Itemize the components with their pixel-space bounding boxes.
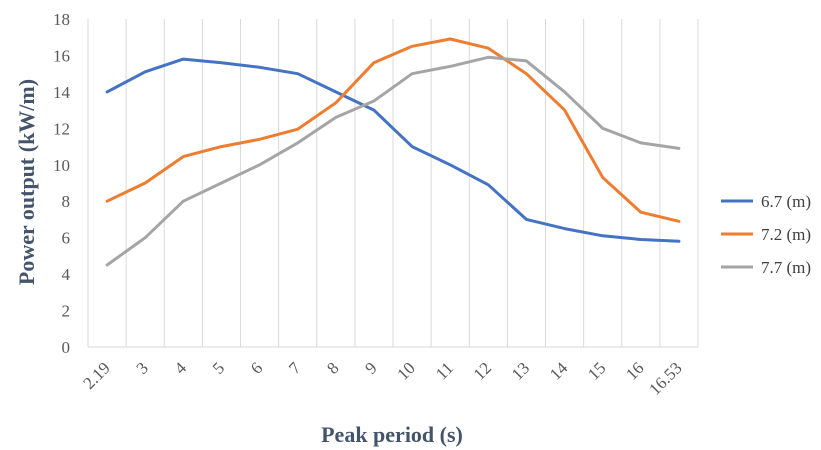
- y-tick-label: 18: [53, 10, 70, 29]
- y-tick-label: 4: [62, 265, 71, 284]
- x-tick-label: 11: [432, 358, 457, 383]
- x-tick-label: 9: [361, 358, 380, 377]
- x-tick-label: 16.53: [645, 358, 685, 398]
- legend-label: 7.7 (m): [761, 258, 811, 277]
- y-tick-label: 16: [53, 46, 70, 65]
- legend-label: 6.7 (m): [761, 192, 811, 211]
- x-tick-label: 15: [584, 358, 609, 383]
- y-tick-labels: 0 2 4 6 8 10 12 14 16 18: [53, 10, 71, 357]
- y-tick-label: 6: [62, 229, 71, 248]
- x-tick-label: 7: [285, 358, 305, 378]
- x-tick-label: 5: [209, 358, 228, 377]
- legend: 6.7 (m) 7.2 (m) 7.7 (m): [721, 192, 811, 277]
- x-tick-label: 8: [323, 358, 342, 377]
- x-tick-label: 3: [133, 358, 152, 377]
- series-line: [105, 37, 681, 223]
- legend-label: 7.2 (m): [761, 225, 811, 244]
- x-axis-title: Peak period (s): [321, 422, 463, 447]
- series-line: [105, 55, 681, 267]
- y-tick-label: 12: [53, 119, 70, 138]
- y-tick-label: 10: [53, 156, 70, 175]
- y-tick-label: 0: [62, 338, 71, 357]
- x-tick-label: 4: [171, 358, 191, 378]
- x-tick-label: 12: [470, 358, 495, 383]
- x-tick-label: 10: [393, 358, 418, 383]
- y-tick-label: 14: [53, 83, 71, 102]
- y-tick-label: 2: [62, 302, 71, 321]
- y-tick-label: 8: [62, 192, 71, 211]
- series-lines: [105, 37, 681, 267]
- x-tick-label: 14: [546, 358, 572, 384]
- series-line: [105, 57, 681, 243]
- x-tick-label: 2.19: [79, 358, 113, 392]
- grid-lines: [87, 19, 699, 347]
- x-tick-label: 6: [247, 358, 266, 377]
- x-tick-label: 13: [508, 358, 533, 383]
- y-axis-title: Power output (kW/m): [14, 79, 39, 285]
- x-tick-label: 16: [622, 358, 647, 383]
